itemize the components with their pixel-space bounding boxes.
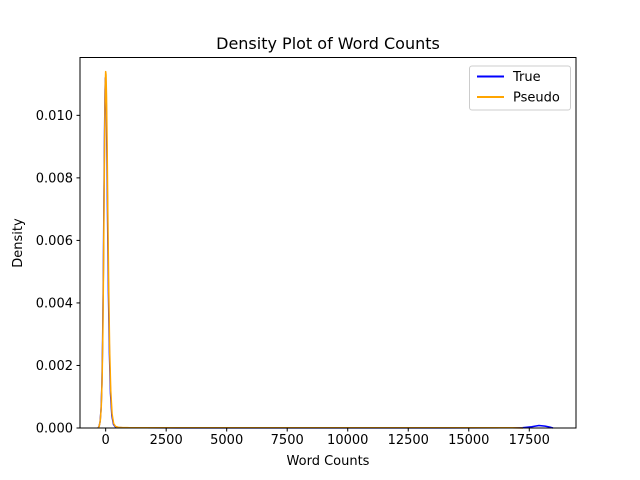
x-tick-label: 10000 bbox=[327, 433, 368, 448]
y-tick-label: 0.008 bbox=[36, 171, 73, 186]
y-tick-label: 0.002 bbox=[36, 359, 73, 374]
series-line-pseudo bbox=[97, 70, 524, 429]
y-axis-label: Density bbox=[11, 218, 26, 268]
x-tick-label: 5000 bbox=[210, 433, 243, 448]
x-axis-label: Word Counts bbox=[287, 454, 370, 469]
x-tick-label: 17500 bbox=[509, 433, 550, 448]
y-axis-ticks: 0.000 0.002 0.004 0.006 0.008 0.010 bbox=[36, 109, 80, 437]
x-tick-label: 15000 bbox=[448, 433, 489, 448]
legend: True Pseudo bbox=[469, 65, 571, 111]
x-tick-label: 0 bbox=[102, 433, 110, 448]
y-tick-label: 0.006 bbox=[36, 234, 73, 249]
chart-title: Density Plot of Word Counts bbox=[216, 34, 440, 53]
plot-border bbox=[79, 57, 577, 429]
legend-items: True Pseudo bbox=[477, 70, 560, 106]
series-line-true bbox=[97, 77, 554, 429]
y-tick-label: 0.000 bbox=[36, 422, 73, 437]
y-tick-label: 0.010 bbox=[36, 109, 73, 124]
plot-curves bbox=[97, 70, 554, 429]
x-tick-label: 12500 bbox=[388, 433, 429, 448]
x-tick-label: 7500 bbox=[271, 433, 304, 448]
legend-label-true: True bbox=[512, 70, 541, 85]
legend-label-pseudo: Pseudo bbox=[513, 91, 560, 106]
x-tick-label: 2500 bbox=[150, 433, 183, 448]
x-axis-ticks: 0 2500 5000 7500 10000 12500 15000 17500 bbox=[102, 428, 550, 448]
y-tick-label: 0.004 bbox=[36, 296, 73, 311]
